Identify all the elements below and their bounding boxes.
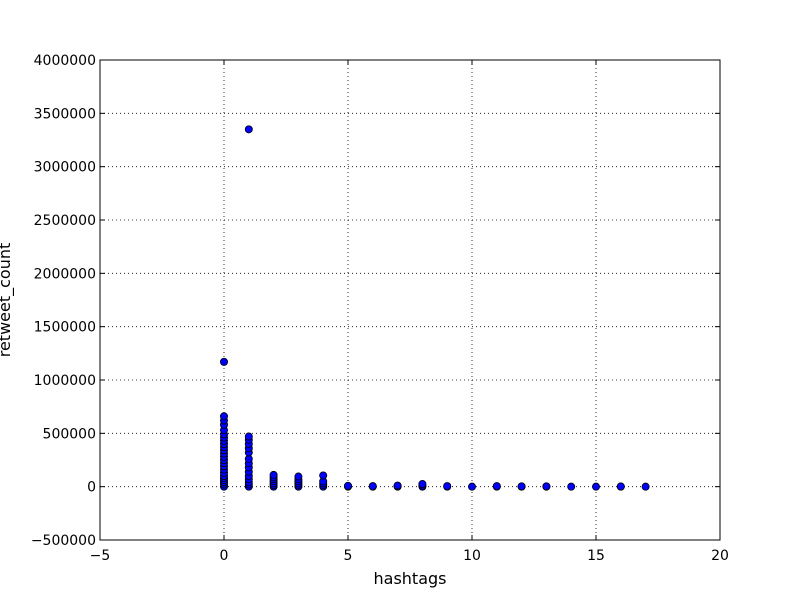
y-tick-labels: −500000 0 500000 1000000 1500000 2000000 25000… [31, 53, 96, 549]
data-point [443, 482, 452, 491]
data-point [393, 481, 402, 490]
data-point [343, 481, 352, 490]
data-points [219, 125, 650, 491]
plot-frame [99, 59, 721, 541]
x-tick-label: 20 [711, 548, 729, 564]
data-point [244, 125, 253, 134]
y-axis-label: retweet_count [0, 243, 15, 358]
data-point [269, 470, 278, 479]
y-tick-label: 1500000 [34, 320, 96, 336]
x-tick-labels: −5 0 5 10 15 20 [90, 548, 729, 564]
data-point [294, 472, 303, 481]
data-point [418, 479, 427, 488]
data-point [219, 412, 228, 421]
x-tick-label: 15 [587, 548, 605, 564]
data-point [542, 482, 551, 491]
y-tick-label: 0 [87, 480, 96, 496]
data-point [244, 432, 253, 441]
x-tick-label: 0 [220, 548, 229, 564]
y-tick-label: −500000 [31, 533, 96, 549]
data-point [592, 482, 601, 491]
y-tick-label: 3000000 [34, 160, 96, 176]
x-tick-label: 5 [344, 548, 353, 564]
y-tick-label: 2500000 [34, 213, 96, 229]
y-tick-label: 500000 [43, 426, 96, 442]
grid-lines [100, 60, 720, 540]
y-tick-label: 4000000 [34, 53, 96, 69]
y-tick-label: 3500000 [34, 106, 96, 122]
data-point [219, 357, 228, 366]
x-axis-label: hashtags [374, 569, 447, 588]
data-point [567, 482, 576, 491]
y-tick-label: 1000000 [34, 373, 96, 389]
x-tick-label: −5 [90, 548, 111, 564]
data-point [517, 482, 526, 491]
axis-ticks [99, 59, 721, 541]
data-point [319, 471, 328, 480]
data-point [492, 482, 501, 491]
data-point [368, 482, 377, 491]
x-tick-label: 10 [463, 548, 481, 564]
data-point [641, 482, 650, 491]
data-point [616, 482, 625, 491]
data-point [467, 482, 476, 491]
y-tick-label: 2000000 [34, 266, 96, 282]
